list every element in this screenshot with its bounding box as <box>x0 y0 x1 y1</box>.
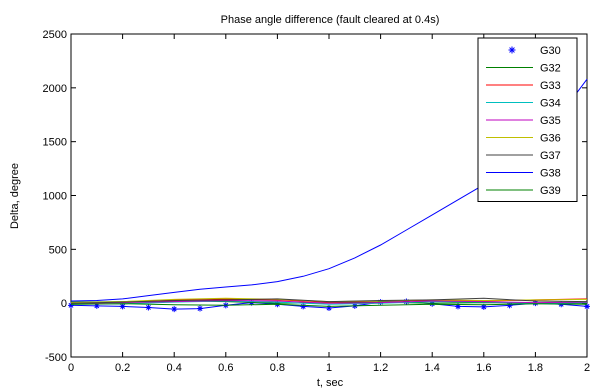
legend-item-g32: G32 <box>486 63 561 75</box>
series-layer <box>68 78 590 313</box>
legend-item-g39: G39 <box>486 185 561 197</box>
y-tick-label: 1500 <box>43 137 67 149</box>
legend-item-g36: G36 <box>486 133 561 145</box>
data-point-g30 <box>93 302 100 309</box>
series-line-g35 <box>70 299 588 304</box>
x-tick-label: 0 <box>68 362 74 374</box>
series-line-g37 <box>70 297 588 304</box>
series-g35 <box>70 299 588 304</box>
data-point-g30 <box>197 305 203 312</box>
data-point-g30 <box>455 303 461 310</box>
x-tick-label: 0.4 <box>167 362 182 374</box>
y-tick-label: 1000 <box>43 191 67 203</box>
x-tick-label: 1.6 <box>476 362 491 374</box>
legend-label: G30 <box>540 45 561 57</box>
legend-label: G36 <box>540 133 561 145</box>
y-tick-label: 500 <box>49 244 67 256</box>
data-point-g30 <box>119 303 126 310</box>
y-tick-label: -500 <box>45 352 67 364</box>
x-tick-label: 0.8 <box>270 362 285 374</box>
axis-ticks: 0 0.2 0.4 0.6 0.8 1 1.2 1.4 1.6 1.8 2-500050010001… <box>43 29 590 374</box>
legend-label: G37 <box>540 150 561 162</box>
data-point-g30 <box>145 304 152 311</box>
data-point-g30 <box>506 302 513 309</box>
x-axis-label: t, sec <box>317 377 344 389</box>
legend-marker <box>508 46 516 54</box>
data-point-g30 <box>171 306 178 313</box>
x-tick-label: 1.2 <box>373 362 388 374</box>
legend-label: G33 <box>540 80 561 92</box>
series-g37 <box>70 297 588 304</box>
legend-label: G39 <box>540 185 561 197</box>
series-line-g34 <box>70 300 588 305</box>
legend-label: G35 <box>540 115 561 127</box>
x-tick-label: 1.8 <box>528 362 543 374</box>
data-point-g30 <box>480 303 487 310</box>
legend-item-g38: G38 <box>486 168 561 180</box>
x-tick-label: 0.6 <box>218 362 233 374</box>
legend-item-g30: G30 <box>508 45 561 57</box>
y-tick-label: 2500 <box>43 29 67 41</box>
series-g39 <box>70 303 588 307</box>
y-tick-label: 2000 <box>43 83 67 95</box>
data-point-g30 <box>68 302 74 309</box>
legend-item-g34: G34 <box>486 98 561 110</box>
legend-item-g33: G33 <box>486 80 561 92</box>
legend: G30 G32 G33 G34 G35 G36 G37 G38 G39 <box>477 37 578 202</box>
series-line-g39 <box>70 303 588 307</box>
legend-label: G38 <box>540 168 561 180</box>
legend-item-g35: G35 <box>486 115 561 127</box>
x-tick-label: 2 <box>584 362 590 374</box>
x-tick-label: 1 <box>326 362 332 374</box>
legend-item-g37: G37 <box>486 150 561 162</box>
legend-label: G32 <box>540 63 561 75</box>
y-axis-label: Delta, degree <box>9 163 21 229</box>
legend-label: G34 <box>540 98 561 110</box>
chart-title: Phase angle difference (fault cleared at… <box>221 14 440 26</box>
data-point-g30 <box>584 303 590 310</box>
x-tick-label: 1.4 <box>425 362 440 374</box>
x-tick-label: 0.2 <box>115 362 130 374</box>
y-tick-label: 0 <box>61 298 67 310</box>
data-point-g30 <box>326 305 332 312</box>
data-point-g30 <box>300 303 307 310</box>
series-g34 <box>70 300 588 305</box>
